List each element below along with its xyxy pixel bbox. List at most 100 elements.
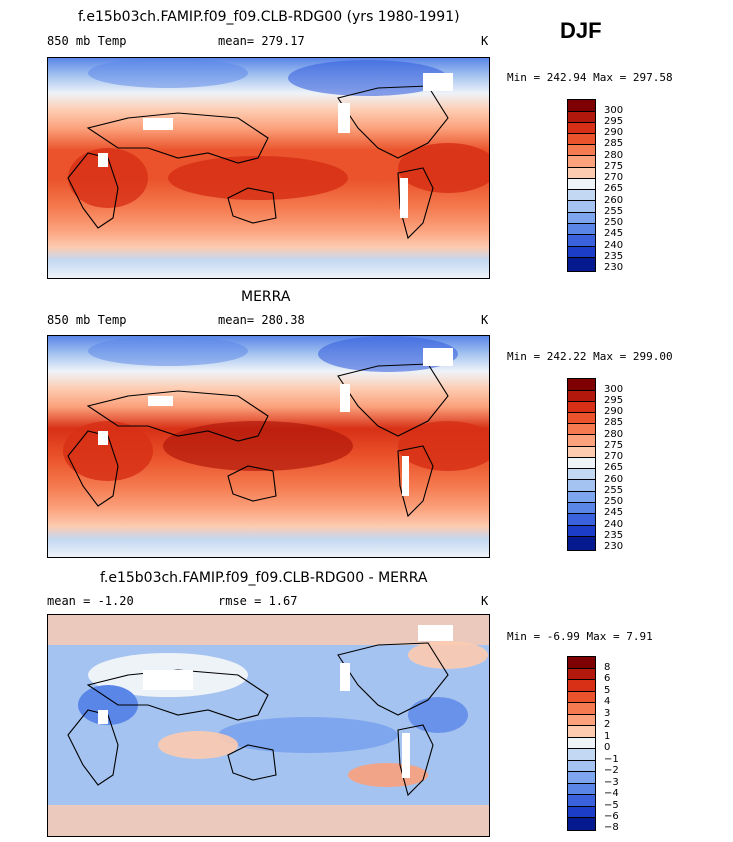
panel-3-cb-label: 8 xyxy=(604,662,611,673)
panel-3-cb-label: −1 xyxy=(604,754,619,765)
colorbar-box xyxy=(568,190,595,201)
panel-2-cb-label: 300 xyxy=(604,384,624,395)
colorbar-box xyxy=(568,447,595,458)
panel-3-cb-label: 3 xyxy=(604,708,611,719)
panel-3-minmax: Min = -6.99 Max = 7.91 xyxy=(507,630,653,643)
panel-2-cb-label: 240 xyxy=(604,519,624,530)
panel-3-units: K xyxy=(481,594,489,608)
colorbar-box xyxy=(568,807,595,818)
panel-3-map xyxy=(47,614,490,837)
colorbar-box xyxy=(568,201,595,213)
colorbar-box xyxy=(568,168,595,179)
colorbar-box xyxy=(568,379,595,391)
colorbar-box xyxy=(568,669,595,680)
colorbar-box xyxy=(568,179,595,190)
panel-3-cb-label: −3 xyxy=(604,777,619,788)
panel-1-cb-label: 270 xyxy=(604,172,624,183)
panel-1-cb-label: 255 xyxy=(604,206,624,217)
panel-2-map xyxy=(47,335,490,558)
panel-2-colorbar xyxy=(567,378,596,551)
panel-1-cb-label: 280 xyxy=(604,150,624,161)
panel-1-variable: 850 mb Temp xyxy=(47,34,127,48)
panel-3-cb-label: −6 xyxy=(604,811,619,822)
colorbar-box xyxy=(568,492,595,503)
panel-3-cb-label: −2 xyxy=(604,765,619,776)
colorbar-box xyxy=(568,100,595,112)
panel-2-cb-label: 230 xyxy=(604,541,624,552)
colorbar-box xyxy=(568,761,595,772)
colorbar-box xyxy=(568,145,595,156)
panel-2-cb-label: 290 xyxy=(604,406,624,417)
panel-3-cb-label: 1 xyxy=(604,731,611,742)
panel-3-cb-label: 6 xyxy=(604,673,611,684)
panel-1-title: f.e15b03ch.FAMIP.f09_f09.CLB-RDG00 (yrs … xyxy=(78,9,460,25)
colorbar-box xyxy=(568,537,595,550)
panel-3-colorbar xyxy=(567,656,596,831)
panel-1-cb-label: 260 xyxy=(604,195,624,206)
panel-2-cb-label: 250 xyxy=(604,496,624,507)
colorbar-box xyxy=(568,112,595,123)
season-label: DJF xyxy=(560,18,602,43)
colorbar-box xyxy=(568,123,595,134)
panel-1-cb-label: 290 xyxy=(604,127,624,138)
panel-1-cb-label: 240 xyxy=(604,240,624,251)
panel-1-cb-label: 250 xyxy=(604,217,624,228)
colorbar-box xyxy=(568,795,595,807)
colorbar-box xyxy=(568,156,595,168)
panel-2-cb-label: 285 xyxy=(604,417,624,428)
panel-3-cb-label: 5 xyxy=(604,685,611,696)
colorbar-box xyxy=(568,657,595,669)
colorbar-box xyxy=(568,715,595,726)
panel-3-mean: mean = -1.20 xyxy=(47,594,134,608)
panel-2-cb-label: 280 xyxy=(604,429,624,440)
panel-2-cb-label: 235 xyxy=(604,530,624,541)
colorbar-box xyxy=(568,213,595,224)
panel-3-cb-label: 0 xyxy=(604,742,611,753)
panel-2-cb-label: 245 xyxy=(604,507,624,518)
panel-3-rmse: rmse = 1.67 xyxy=(218,594,298,608)
colorbar-box xyxy=(568,413,595,424)
colorbar-box xyxy=(568,480,595,492)
colorbar-box xyxy=(568,435,595,447)
colorbar-box xyxy=(568,514,595,526)
colorbar-box xyxy=(568,235,595,247)
colorbar-box xyxy=(568,526,595,537)
panel-1-cb-label: 230 xyxy=(604,262,624,273)
colorbar-box xyxy=(568,749,595,761)
colorbar-box xyxy=(568,402,595,413)
panel-3-cb-label: 2 xyxy=(604,719,611,730)
panel-3-cb-label: −4 xyxy=(604,788,619,799)
panel-1-map xyxy=(47,57,490,279)
panel-3-title: f.e15b03ch.FAMIP.f09_f09.CLB-RDG00 - MER… xyxy=(100,570,428,586)
panel-2-cb-label: 275 xyxy=(604,440,624,451)
panel-2-units: K xyxy=(481,313,489,327)
panel-2-cb-label: 255 xyxy=(604,485,624,496)
panel-1-cb-label: 275 xyxy=(604,161,624,172)
colorbar-box xyxy=(568,391,595,402)
panel-1-cb-label: 300 xyxy=(604,105,624,116)
colorbar-box xyxy=(568,458,595,469)
panel-2-title: MERRA xyxy=(241,289,291,305)
panel-3-cb-label: −5 xyxy=(604,800,619,811)
panel-1-cb-label: 295 xyxy=(604,116,624,127)
panel-2-cb-label: 295 xyxy=(604,395,624,406)
panel-1-minmax: Min = 242.94 Max = 297.58 xyxy=(507,71,673,84)
panel-1-units: K xyxy=(481,34,489,48)
panel-1-cb-label: 285 xyxy=(604,138,624,149)
colorbar-box xyxy=(568,680,595,692)
colorbar-box xyxy=(568,224,595,235)
colorbar-box xyxy=(568,784,595,795)
panel-1-cb-label: 245 xyxy=(604,228,624,239)
colorbar-box xyxy=(568,726,595,738)
panel-2-cb-label: 265 xyxy=(604,462,624,473)
panel-1-mean: mean= 279.17 xyxy=(218,34,305,48)
colorbar-box xyxy=(568,258,595,271)
colorbar-box xyxy=(568,424,595,435)
panel-1-cb-label: 265 xyxy=(604,183,624,194)
colorbar-box xyxy=(568,703,595,715)
panel-3-cb-label: 4 xyxy=(604,696,611,707)
panel-2-cb-label: 270 xyxy=(604,451,624,462)
panel-1-colorbar xyxy=(567,99,596,272)
colorbar-box xyxy=(568,469,595,480)
colorbar-box xyxy=(568,134,595,145)
